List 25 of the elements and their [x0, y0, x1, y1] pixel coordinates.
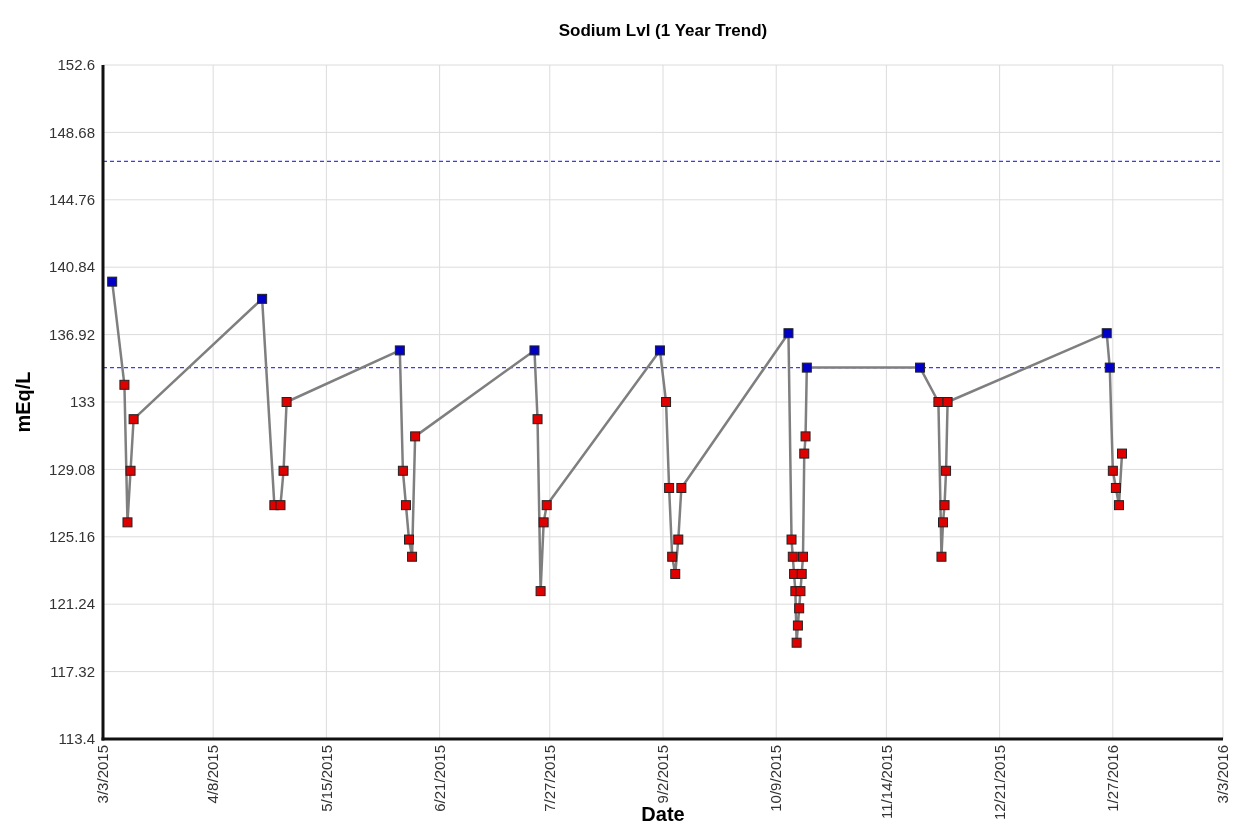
y-tick-label: 117.32	[50, 662, 95, 680]
y-tick-label: 125.16	[49, 528, 95, 546]
y-tick-label: 121.24	[49, 595, 95, 613]
y-tick-label: 140.84	[49, 258, 95, 276]
x-tick-label: 7/27/2015	[541, 745, 559, 812]
x-tick-label: 3/3/2016	[1214, 745, 1232, 804]
x-tick-label: 5/15/2015	[317, 745, 335, 812]
x-tick-label: 4/8/2015	[204, 745, 222, 804]
y-tick-label: 144.76	[49, 191, 95, 209]
x-tick-label: 3/3/2015	[94, 745, 112, 804]
y-tick-label: 148.68	[49, 123, 95, 141]
y-axis-title: mEq/L	[12, 371, 34, 433]
chart-title: Sodium Lvl (1 Year Trend)	[558, 21, 768, 40]
x-axis-title: Date	[641, 803, 685, 825]
y-tick-label: 133	[69, 393, 95, 411]
x-tick-label: 9/2/2015	[654, 745, 672, 804]
y-tick-label: 136.92	[49, 325, 95, 343]
y-tick-label: 152.6	[57, 56, 95, 74]
x-tick-label: 10/9/2015	[767, 745, 785, 812]
x-tick-label: 12/21/2015	[990, 745, 1008, 821]
y-tick-label: 129.08	[49, 460, 95, 478]
y-tick-label: 113.4	[58, 730, 95, 748]
x-tick-label: 6/21/2015	[430, 745, 448, 812]
x-tick-label: 1/27/2016	[1104, 745, 1122, 812]
x-tick-label: 11/14/2015	[877, 745, 895, 819]
